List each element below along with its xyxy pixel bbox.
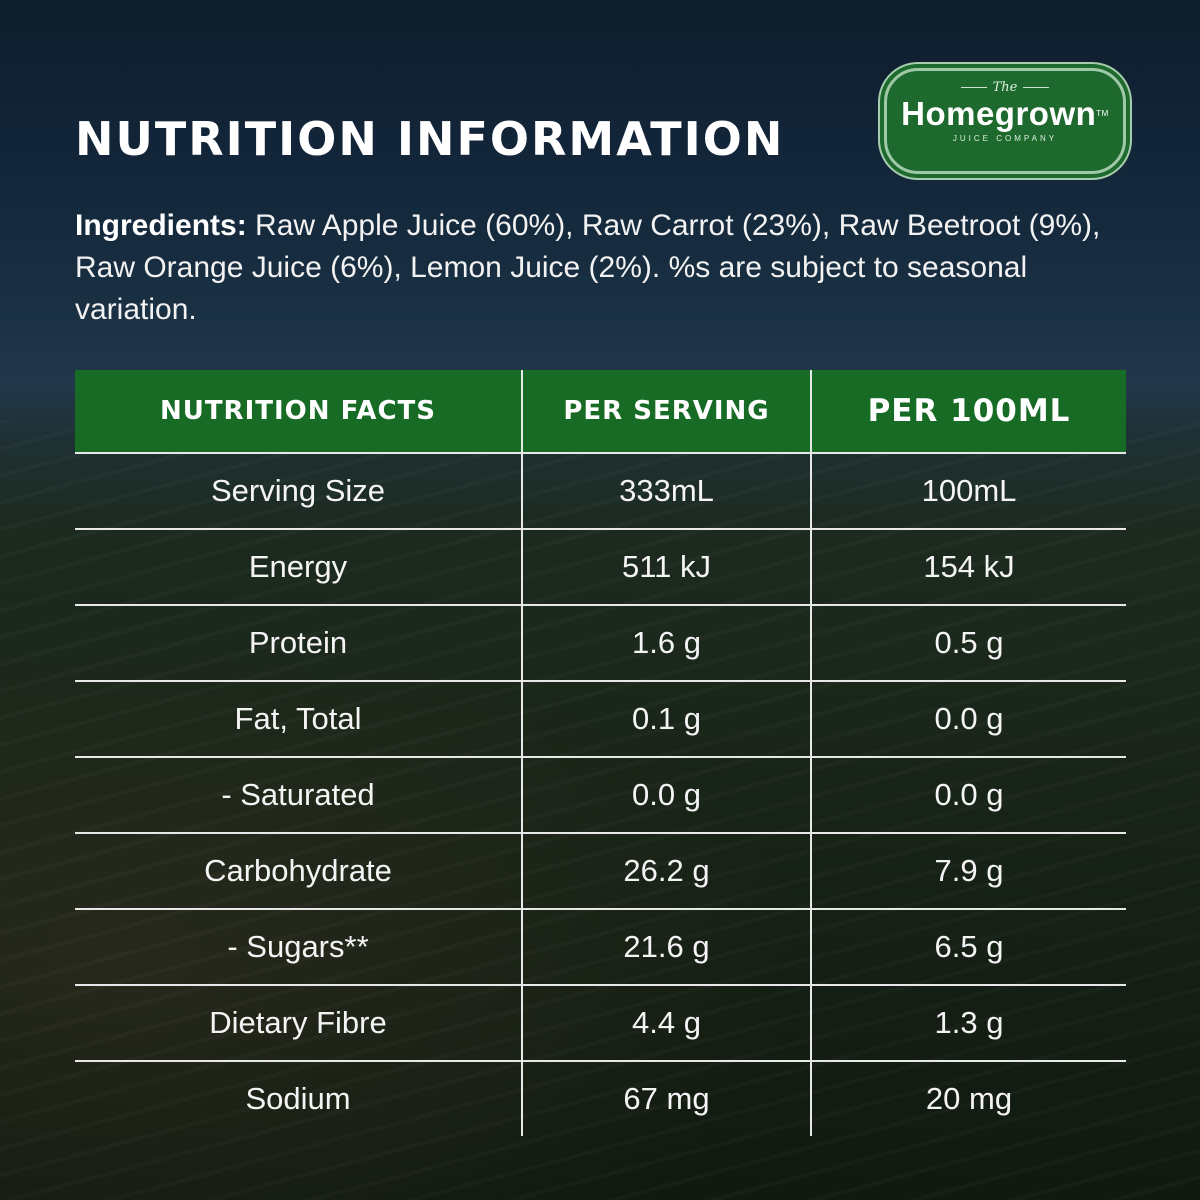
per-100ml-value: 1.3 g (810, 985, 1126, 1062)
ingredients-label: Ingredients: (75, 209, 247, 242)
table-row: Dietary Fibre 4.4 g 1.3 g (75, 985, 1126, 1062)
per-100ml-value: 0.0 g (810, 757, 1126, 834)
logo-subtitle: JUICE COMPANY (952, 134, 1058, 143)
table-row: Carbohydrate 26.2 g 7.9 g (75, 833, 1126, 910)
nutrient-name: Protein (75, 605, 522, 682)
table-row: - Sugars** 21.6 g 6.5 g (75, 909, 1126, 986)
ingredients-text: Ingredients: Raw Apple Juice (60%), Raw … (75, 205, 1125, 331)
per-serving-value: 4.4 g (521, 985, 811, 1062)
logo-name-text: Homegrown (901, 95, 1097, 132)
per-100ml-value: 154 kJ (810, 529, 1126, 606)
nutrient-name: Dietary Fibre (75, 985, 522, 1062)
per-serving-value: 1.6 g (521, 605, 811, 682)
per-100ml-value: 0.5 g (810, 605, 1126, 682)
column-header-nutrition-facts: NUTRITION FACTS (75, 370, 522, 454)
per-serving-value: 26.2 g (521, 833, 811, 910)
nutrient-name: Serving Size (75, 453, 522, 530)
nutrient-name: Carbohydrate (75, 833, 522, 910)
table-row: Fat, Total 0.1 g 0.0 g (75, 681, 1126, 758)
per-serving-value: 333mL (521, 453, 811, 530)
per-100ml-value: 0.0 g (810, 681, 1126, 758)
per-100ml-value: 100mL (810, 453, 1126, 530)
column-header-per-serving: PER SERVING (521, 370, 811, 454)
ingredients-list: Raw Apple Juice (60%), Raw Carrot (23%),… (75, 209, 1101, 326)
table-row: - Saturated 0.0 g 0.0 g (75, 757, 1126, 834)
nutrient-name: - Saturated (75, 757, 522, 834)
nutrient-name: Fat, Total (75, 681, 522, 758)
per-serving-value: 21.6 g (521, 909, 811, 986)
logo-the: The (887, 81, 1123, 95)
logo-name: HomegrownTM (887, 95, 1123, 133)
nutrient-name: Sodium (245, 1081, 351, 1116)
per-serving-value: 0.1 g (521, 681, 811, 758)
column-header-per-100ml: PER 100ML (810, 370, 1126, 454)
nutrient-name: Energy (75, 529, 522, 606)
per-100ml-value: 7.9 g (810, 833, 1126, 910)
table-row: Sodium 67 mg 20 mg (75, 1061, 1126, 1136)
table-row: Energy 511 kJ 154 kJ (75, 529, 1126, 606)
per-100ml-value: 20 mg (810, 1061, 1126, 1136)
table-header-row: NUTRITION FACTS PER SERVING PER 100ML (75, 370, 1126, 454)
per-serving-value: 67 mg (521, 1061, 811, 1136)
homegrown-logo: The HomegrownTM JUICE COMPANY (884, 68, 1126, 174)
table-row: Serving Size 333mL 100mL (75, 453, 1126, 530)
per-serving-value: 511 kJ (521, 529, 811, 606)
page-title: NUTRITION INFORMATION (75, 112, 785, 166)
per-100ml-value: 6.5 g (810, 909, 1126, 986)
nutrition-table: NUTRITION FACTS PER SERVING PER 100ML Se… (75, 370, 1126, 1136)
nutrient-name: - Sugars** (75, 909, 522, 986)
logo-trademark: TM (1096, 109, 1109, 118)
table-row: Protein 1.6 g 0.5 g (75, 605, 1126, 682)
per-serving-value: 0.0 g (521, 757, 811, 834)
